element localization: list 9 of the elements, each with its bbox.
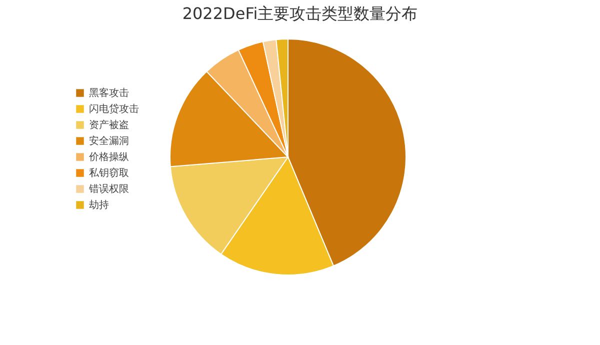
legend-label: 安全漏洞: [89, 135, 129, 147]
legend-label: 错误权限: [88, 183, 129, 195]
legend-label: 劫持: [89, 199, 109, 211]
legend-label: 私钥窃取: [89, 167, 129, 179]
legend-label: 价格操纵: [88, 151, 129, 163]
legend-label: 黑客攻击: [89, 87, 129, 99]
legend-label: 闪电贷攻击: [89, 103, 139, 115]
chart-title: 2022DeFi主要攻击类型数量分布: [182, 4, 418, 23]
legend-label: 资产被盗: [89, 119, 129, 131]
